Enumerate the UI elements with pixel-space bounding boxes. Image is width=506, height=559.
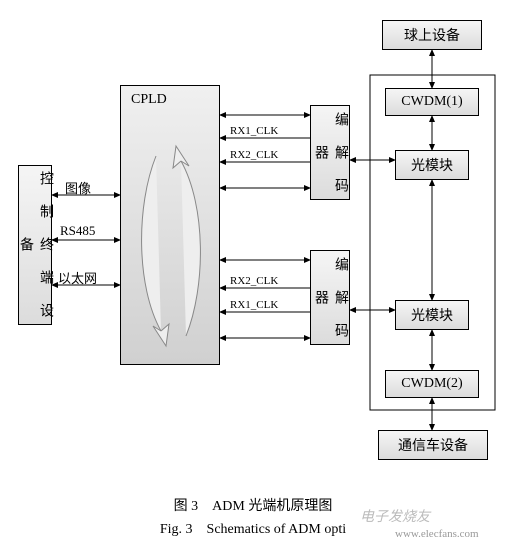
swirl-icon <box>121 86 221 366</box>
label-ethernet: 以太网 <box>58 268 97 287</box>
watermark-url: www.elecfans.com <box>395 528 479 540</box>
label: CWDM(1) <box>401 94 462 110</box>
box-optical2: 光模块 <box>395 300 469 330</box>
label-image: 图像 <box>65 178 91 197</box>
label: 编 解 码 器 <box>310 251 350 344</box>
label-rx2-top: RX2_CLK <box>230 149 278 161</box>
label-rs485: RS485 <box>60 223 95 239</box>
label: 编 解 码 器 <box>310 106 350 199</box>
box-cpld: CPLD <box>120 85 220 365</box>
box-codec2: 编 解 码 器 <box>310 250 350 345</box>
box-ball-equipment: 球上设备 <box>382 20 482 50</box>
label-rx2-bot: RX2_CLK <box>230 275 278 287</box>
label: 光模块 <box>411 155 453 175</box>
box-codec1: 编 解 码 器 <box>310 105 350 200</box>
label: 球上设备 <box>404 25 460 45</box>
box-comm-vehicle: 通信车设备 <box>378 430 488 460</box>
caption-zh: 图 3 ADM 光端机原理图 <box>0 495 506 515</box>
label: 通信车设备 <box>398 435 468 455</box>
label: CWDM(2) <box>401 376 462 392</box>
label: 控 制 终 端 设 备 <box>15 166 55 324</box>
box-control-terminal: 控 制 终 端 设 备 <box>18 165 52 325</box>
label: 光模块 <box>411 305 453 325</box>
watermark-brand: 电子发烧友 <box>360 506 430 526</box>
label-rx1-top: RX1_CLK <box>230 125 278 137</box>
box-optical1: 光模块 <box>395 150 469 180</box>
box-cwdm1: CWDM(1) <box>385 88 479 116</box>
label-rx1-bot: RX1_CLK <box>230 299 278 311</box>
adm-diagram: 球上设备 CWDM(1) 光模块 编 解 码 器 编 解 码 器 光模块 CWD… <box>0 0 506 500</box>
connector-lines <box>0 0 506 500</box>
box-cwdm2: CWDM(2) <box>385 370 479 398</box>
